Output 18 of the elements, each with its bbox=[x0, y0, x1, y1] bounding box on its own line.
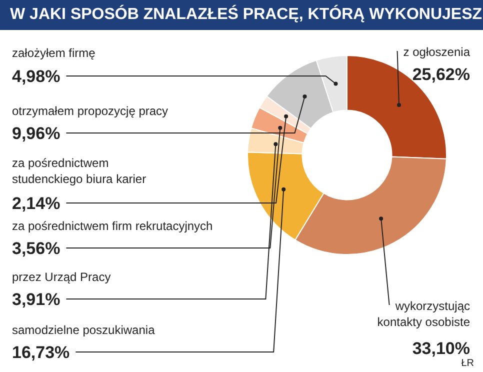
slice-label: za pośrednictwem firm rekrutacyjnych bbox=[12, 219, 213, 233]
data-label: 33,10% bbox=[412, 339, 470, 358]
chart-title: W JAKI SPOSÓB ZNALAZŁEŚ PRACĘ, KTÓRĄ WYKONUJESZ bbox=[0, 0, 483, 30]
data-label: 3,56% bbox=[12, 239, 60, 258]
data-label: 16,73% bbox=[12, 343, 70, 362]
slice-label: z ogłoszenia bbox=[403, 45, 470, 59]
data-label: 4,98% bbox=[12, 67, 60, 86]
slice-label: wykorzystując kontakty osobiste bbox=[377, 299, 470, 329]
text: ŁR bbox=[461, 358, 474, 369]
slice-label: za pośrednictwem studenckiego biura karier bbox=[12, 156, 146, 186]
data-label: 25,62% bbox=[412, 65, 470, 84]
slice-label: samodzielne poszukiwania bbox=[12, 323, 156, 337]
slice-label: otrzymałem propozycję pracy bbox=[12, 104, 168, 118]
data-label: 3,91% bbox=[12, 290, 60, 309]
slice-label: założyłem firmę bbox=[12, 46, 96, 60]
data-label: 9,96% bbox=[12, 124, 60, 143]
data-label: 2,14% bbox=[12, 194, 60, 213]
slice-label: przez Urząd Pracy bbox=[12, 270, 111, 284]
